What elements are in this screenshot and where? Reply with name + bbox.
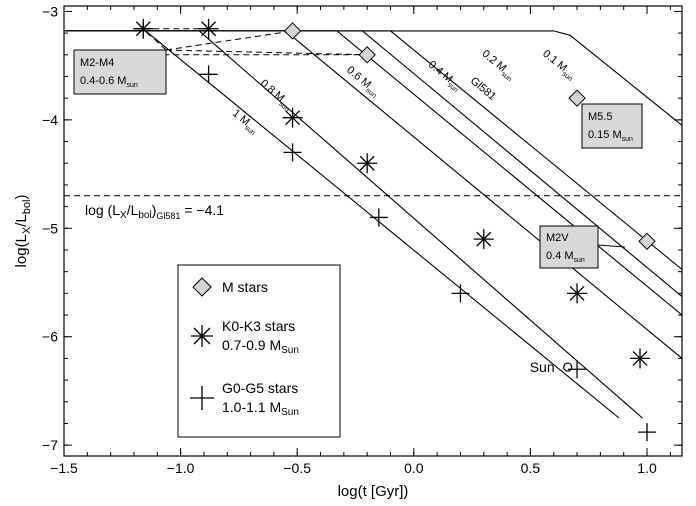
annotation-m2m4-line1: M2-M4 [80, 57, 114, 69]
g-star-plus [369, 208, 388, 227]
annotation-m55-line2: 0.15 Msun [588, 129, 633, 143]
annotation-m55: M5.5 0.15 Msun [581, 103, 643, 149]
legend-item-g-stars: G0-G5 stars 1.0-1.1 MSun [190, 380, 299, 418]
m-star-diamond [638, 232, 656, 251]
age-curve-label: Gl581 [468, 75, 498, 103]
g-star-plus [638, 423, 657, 442]
x-ticks: −1.5 −1.0 −0.5 0.0 0.5 1.0 [50, 6, 671, 476]
y-tick-label: −7 [42, 437, 58, 453]
y-tick-label: −3 [42, 3, 58, 19]
legend-plus-marker [190, 386, 214, 410]
k-star-asterisk [473, 229, 494, 250]
k-star-asterisk [567, 283, 588, 304]
annotation-m2v: M2V 0.4 Msun [539, 225, 599, 269]
annotation-box-m55 [581, 103, 643, 149]
m2m4-link [165, 49, 368, 56]
gl581-level-label: log (LX/Lbol)Gl581 = −4.1 [85, 202, 224, 221]
m-star-diamond [358, 46, 376, 64]
g-star-plus [134, 19, 153, 38]
annotation-box-m2m4 [73, 49, 167, 95]
m2m4-link [165, 30, 293, 51]
annotations: M2-M4 0.4-0.6 Msun M5.5 0.15 Msun M2V 0.… [73, 49, 643, 269]
sun-marker: Sun [530, 359, 573, 375]
annotation-m2v-line1: M2V [546, 232, 569, 244]
m-star-diamond [568, 89, 586, 107]
y-tick-label: −6 [42, 329, 58, 345]
y-tick-label: −5 [42, 220, 58, 236]
g-star-plus [451, 284, 470, 303]
y-ticks: −7 −6 −5 −4 −3 [42, 3, 682, 453]
k-star-asterisk [630, 348, 651, 369]
gl581-level: log (LX/Lbol)Gl581 = −4.1 [64, 195, 682, 221]
k-star-asterisk [282, 107, 303, 128]
y-axis-title: log(LX/Lbol) [13, 195, 33, 268]
legend-g-stars-line1: G0-G5 stars [222, 380, 298, 396]
age-curve-label: 0.8 Msun [257, 77, 296, 113]
age-curve-label: 0.2 Msun [478, 48, 517, 83]
m-star-diamond [283, 22, 302, 40]
m-star-links [142, 28, 368, 56]
age-curve [64, 30, 682, 126]
x-tick-label: −1.5 [50, 460, 78, 476]
legend-m-stars-label: M stars [222, 279, 268, 295]
y-tick-label: −4 [42, 112, 58, 128]
sun-symbol [563, 362, 573, 372]
annotation-m55-line1: M5.5 [588, 111, 612, 123]
k-star-asterisk [357, 153, 378, 174]
legend-item-k-stars: K0-K3 stars 0.7-0.9 MSun [191, 318, 299, 356]
data-markers [133, 18, 657, 442]
x-tick-label: 0.5 [521, 460, 541, 476]
x-axis-title: log(t [Gyr]) [338, 483, 409, 500]
x-tick-label: 0.0 [404, 460, 424, 476]
k-star-asterisk [198, 18, 219, 39]
g-star-plus [199, 65, 218, 84]
legend-diamond-marker [192, 277, 212, 297]
legend-g-stars-line2: 1.0-1.1 MSun [222, 399, 299, 418]
legend: M stars K0-K3 stars 0.7-0.9 MSun G0-G5 s… [177, 264, 341, 438]
annotation-m2v-leader [597, 244, 626, 248]
annotation-m2m4: M2-M4 0.4-0.6 Msun [73, 49, 167, 95]
annotation-m2m4-line2: 0.4-0.6 Msun [80, 75, 138, 89]
plot-frame [63, 5, 683, 457]
legend-item-m-stars: M stars [192, 277, 268, 297]
x-tick-label: −0.5 [283, 460, 311, 476]
sun-label: Sun [530, 359, 555, 375]
x-tick-label: −1.0 [167, 460, 195, 476]
legend-k-stars-line1: K0-K3 stars [222, 318, 295, 334]
annotation-m2v-line2: 0.4 Msun [546, 250, 585, 264]
g-star-plus [283, 143, 302, 162]
legend-asterisk-marker [191, 325, 213, 347]
annotation-box-m2v [539, 225, 599, 269]
age-curve-label: 0.1 Msun [539, 48, 578, 83]
legend-k-stars-line2: 0.7-0.9 MSun [222, 337, 299, 356]
x-tick-label: 1.0 [637, 460, 657, 476]
